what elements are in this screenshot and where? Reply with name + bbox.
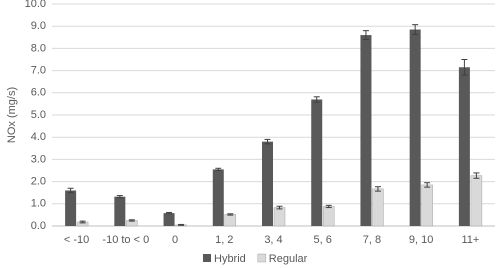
- x-tick-label: 7, 8: [362, 234, 382, 246]
- error-bar: [424, 182, 431, 188]
- error-bar: [264, 138, 271, 145]
- y-tick-label: 4.0: [31, 131, 46, 143]
- bar: [114, 196, 126, 226]
- legend-label: Hybrid: [214, 253, 246, 265]
- error-bar: [276, 205, 283, 210]
- bar: [262, 141, 273, 226]
- bar: [470, 175, 483, 227]
- legend-swatch: [257, 253, 267, 263]
- y-tick-label: 9.0: [31, 20, 46, 32]
- bar: [322, 206, 335, 227]
- y-tick-label: 10.0: [25, 0, 46, 10]
- x-tick-label: 9, 10: [408, 234, 434, 246]
- y-tick-label: 1.0: [31, 198, 46, 210]
- x-tick-label: 3, 4: [264, 234, 283, 246]
- bar: [212, 169, 224, 226]
- error-bar: [166, 211, 173, 215]
- error-bar: [313, 96, 320, 103]
- bar: [360, 35, 372, 226]
- y-tick-label: 6.0: [31, 87, 46, 99]
- error-bar: [461, 59, 468, 76]
- bar: [65, 190, 77, 226]
- y-tick-label: 2.0: [31, 176, 46, 188]
- bar: [409, 29, 421, 227]
- bar: [224, 214, 237, 227]
- error-bar: [374, 186, 381, 192]
- bar: [163, 213, 175, 226]
- bar: [311, 99, 323, 226]
- bar: [458, 67, 470, 227]
- bar: [273, 207, 286, 227]
- error-bar: [325, 204, 332, 209]
- error-bar: [412, 24, 419, 35]
- y-tick-label: 0.0: [31, 220, 46, 232]
- x-tick-label: -10 to < 0: [102, 234, 150, 246]
- error-bar: [178, 223, 185, 226]
- x-tick-label: 0: [171, 234, 179, 246]
- y-tick-label: 7.0: [31, 65, 46, 77]
- error-bar: [128, 219, 135, 222]
- error-bar: [362, 30, 369, 41]
- error-bar: [67, 187, 74, 194]
- x-tick-label: 1, 2: [215, 234, 234, 246]
- x-tick-label: < -10: [63, 234, 90, 246]
- legend-swatch: [203, 254, 211, 262]
- bar: [421, 184, 433, 227]
- error-bar: [473, 172, 480, 179]
- error-bar: [79, 220, 86, 224]
- y-tick-label: 8.0: [31, 42, 46, 54]
- error-bar: [227, 213, 234, 216]
- x-tick-label: 11+: [461, 234, 480, 246]
- y-tick-label: 5.0: [31, 109, 46, 121]
- error-bar: [116, 195, 123, 199]
- bar: [372, 188, 384, 227]
- legend-label: Regular: [269, 253, 308, 265]
- y-axis-title: NOx (mg/s): [6, 87, 18, 143]
- error-bar: [215, 167, 222, 171]
- y-tick-label: 3.0: [31, 153, 46, 165]
- x-tick-label: 5, 6: [313, 234, 332, 246]
